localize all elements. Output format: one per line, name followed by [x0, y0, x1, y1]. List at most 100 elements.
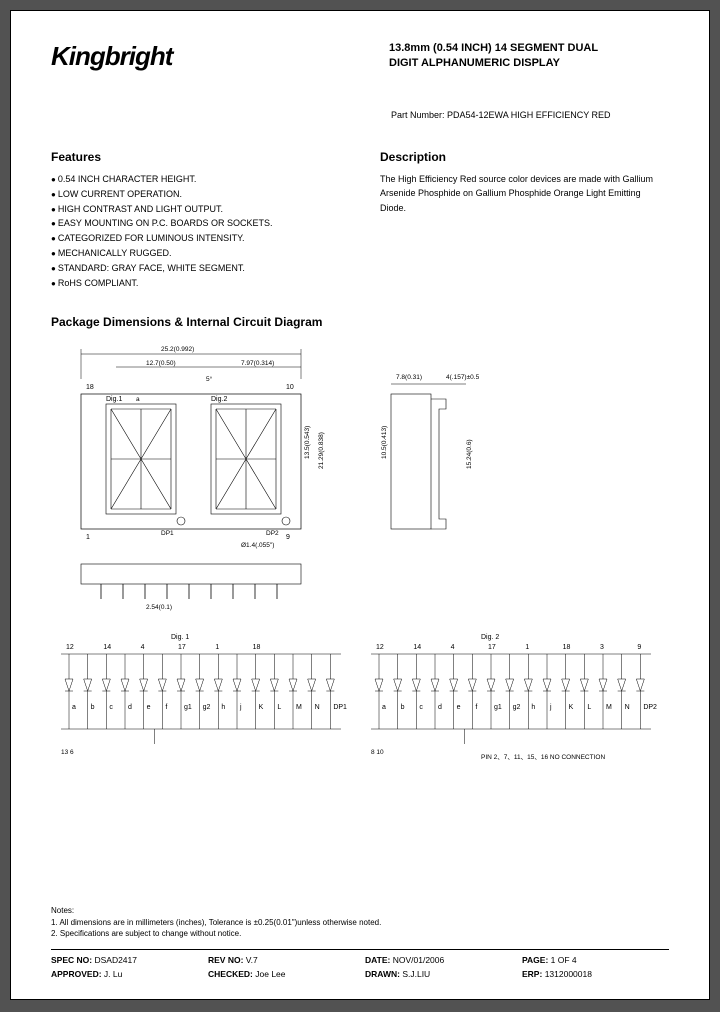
svg-text:12.7(0.50): 12.7(0.50)	[146, 360, 176, 367]
features-block: Features 0.54 INCH CHARACTER HEIGHT. LOW…	[51, 150, 340, 290]
svg-text:Ø1.4(.055"): Ø1.4(.055")	[241, 542, 274, 549]
svg-text:4: 4	[141, 644, 145, 651]
svg-text:21.29(0.838): 21.29(0.838)	[318, 433, 325, 470]
note-item: 2. Specifications are subject to change …	[51, 928, 669, 939]
svg-text:M: M	[296, 704, 302, 711]
page-num: PAGE: 1 OF 4	[522, 955, 669, 965]
svg-text:c: c	[419, 704, 423, 711]
svg-text:g1: g1	[494, 704, 502, 711]
feature-item: RoHS COMPLIANT.	[51, 276, 340, 291]
product-title: 13.8mm (0.54 INCH) 14 SEGMENT DUAL DIGIT…	[389, 41, 669, 72]
svg-text:2.54(0.1): 2.54(0.1)	[146, 604, 172, 611]
svg-text:f: f	[475, 704, 477, 711]
svg-text:g1: g1	[184, 704, 192, 711]
svg-text:14: 14	[103, 644, 111, 651]
svg-text:Dig.2: Dig.2	[211, 396, 227, 403]
notes-title: Notes:	[51, 905, 669, 916]
svg-text:12: 12	[376, 644, 384, 651]
svg-text:g2: g2	[203, 704, 211, 711]
footer: SPEC NO: DSAD2417 REV NO: V.7 DATE: NOV/…	[51, 950, 669, 979]
part-number: Part Number: PDA54-12EWA HIGH EFFICIENCY…	[391, 110, 669, 120]
approved: APPROVED: J. Lu	[51, 969, 198, 979]
svg-text:9: 9	[286, 534, 290, 541]
svg-text:a: a	[382, 704, 386, 711]
rev-no: REV NO: V.7	[208, 955, 355, 965]
svg-text:e: e	[147, 704, 151, 711]
svg-text:e: e	[457, 704, 461, 711]
datasheet-page: Kingbright 13.8mm (0.54 INCH) 14 SEGMENT…	[10, 10, 710, 1000]
feature-item: EASY MOUNTING ON P.C. BOARDS OR SOCKETS.	[51, 216, 340, 231]
title-line1: 13.8mm (0.54 INCH) 14 SEGMENT DUAL	[389, 41, 669, 56]
feature-item: STANDARD: GRAY FACE, WHITE SEGMENT.	[51, 261, 340, 276]
svg-text:a: a	[72, 704, 76, 711]
svg-text:d: d	[128, 704, 132, 711]
svg-text:h: h	[221, 704, 225, 711]
svg-text:14: 14	[413, 644, 421, 651]
svg-text:15.24(0.6): 15.24(0.6)	[466, 440, 473, 470]
svg-text:17: 17	[488, 644, 496, 651]
svg-text:4(.157)±0.5: 4(.157)±0.5	[446, 374, 480, 381]
note-item: 1. All dimensions are in millimeters (in…	[51, 917, 669, 928]
features-title: Features	[51, 150, 340, 164]
description-title: Description	[380, 150, 669, 164]
svg-text:13 6: 13 6	[61, 749, 74, 756]
svg-text:f: f	[165, 704, 167, 711]
header: Kingbright 13.8mm (0.54 INCH) 14 SEGMENT…	[51, 41, 669, 72]
svg-text:18: 18	[563, 644, 571, 651]
diagram-title: Package Dimensions & Internal Circuit Di…	[51, 315, 669, 329]
svg-text:M: M	[606, 704, 612, 711]
feature-item: 0.54 INCH CHARACTER HEIGHT.	[51, 172, 340, 187]
features-list: 0.54 INCH CHARACTER HEIGHT. LOW CURRENT …	[51, 172, 340, 290]
feature-item: CATEGORIZED FOR LUMINOUS INTENSITY.	[51, 231, 340, 246]
svg-text:DP2: DP2	[643, 704, 657, 711]
svg-text:1: 1	[525, 644, 529, 651]
svg-text:K: K	[259, 704, 264, 711]
svg-text:3: 3	[600, 644, 604, 651]
date: DATE: NOV/01/2006	[365, 955, 512, 965]
info-columns: Features 0.54 INCH CHARACTER HEIGHT. LOW…	[51, 150, 669, 290]
svg-text:10: 10	[286, 384, 294, 391]
svg-text:10.5(0.413): 10.5(0.413)	[381, 426, 388, 459]
erp: ERP: 1312000018	[522, 969, 669, 979]
svg-text:K: K	[569, 704, 574, 711]
checked: CHECKED: Joe Lee	[208, 969, 355, 979]
svg-text:h: h	[531, 704, 535, 711]
svg-text:PIN 2、7、11、15、16 NO CONNECTI: PIN 2、7、11、15、16 NO CONNECTION	[481, 754, 605, 761]
svg-text:5°: 5°	[206, 375, 213, 383]
svg-text:7.97(0.314): 7.97(0.314)	[241, 360, 274, 367]
spec-no: SPEC NO: DSAD2417	[51, 955, 198, 965]
svg-text:d: d	[438, 704, 442, 711]
svg-text:j: j	[549, 704, 552, 711]
diagram-area: 25.2(0.992) 12.7(0.50) 7.97(0.314) 5° 18…	[51, 339, 669, 897]
package-diagram: 25.2(0.992) 12.7(0.50) 7.97(0.314) 5° 18…	[51, 339, 671, 779]
svg-text:DP1: DP1	[333, 704, 347, 711]
svg-text:L: L	[277, 704, 281, 711]
svg-text:1: 1	[215, 644, 219, 651]
svg-text:b: b	[401, 704, 405, 711]
svg-text:9: 9	[637, 644, 641, 651]
svg-text:j: j	[239, 704, 242, 711]
svg-text:13.5(0.543): 13.5(0.543)	[304, 426, 311, 459]
svg-text:25.2(0.992): 25.2(0.992)	[161, 346, 194, 353]
description-text: The High Efficiency Red source color dev…	[380, 172, 669, 215]
svg-text:8 10: 8 10	[371, 749, 384, 756]
svg-text:4: 4	[451, 644, 455, 651]
description-block: Description The High Efficiency Red sour…	[380, 150, 669, 290]
drawn: DRAWN: S.J.LIU	[365, 969, 512, 979]
feature-item: LOW CURRENT OPERATION.	[51, 187, 340, 202]
brand-logo: Kingbright	[51, 41, 172, 72]
svg-text:b: b	[91, 704, 95, 711]
feature-item: MECHANICALLY RUGGED.	[51, 246, 340, 261]
title-line2: DIGIT ALPHANUMERIC DISPLAY	[389, 56, 669, 71]
notes-block: Notes: 1. All dimensions are in millimet…	[51, 905, 669, 939]
svg-text:12: 12	[66, 644, 74, 651]
svg-text:DP1: DP1	[161, 530, 174, 537]
feature-item: HIGH CONTRAST AND LIGHT OUTPUT.	[51, 202, 340, 217]
svg-text:1: 1	[86, 534, 90, 541]
svg-text:Dig. 1: Dig. 1	[171, 634, 189, 641]
svg-text:17: 17	[178, 644, 186, 651]
svg-text:N: N	[625, 704, 630, 711]
svg-text:a: a	[136, 396, 140, 403]
svg-text:DP2: DP2	[266, 530, 279, 537]
svg-text:L: L	[587, 704, 591, 711]
